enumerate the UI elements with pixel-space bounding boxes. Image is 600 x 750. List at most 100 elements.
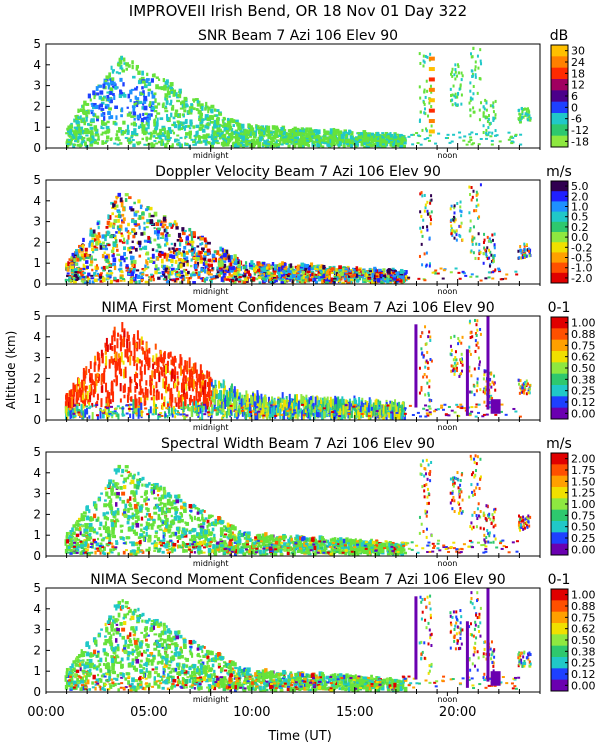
- echo-cell: [518, 256, 521, 260]
- echo-cell: [322, 411, 325, 417]
- echo-cell: [173, 355, 176, 361]
- echo-cell: [494, 113, 497, 117]
- echo-cell: [221, 137, 225, 140]
- echo-cell: [460, 221, 463, 225]
- echo-cell: [199, 390, 202, 398]
- echo-cell: [179, 93, 182, 99]
- echo-cell: [207, 263, 210, 267]
- echo-cell: [70, 262, 74, 265]
- echo-cell: [97, 373, 100, 382]
- echo-cell: [210, 396, 213, 407]
- echo-cell: [180, 357, 183, 366]
- echo-cell: [170, 88, 174, 92]
- echo-cell: [402, 270, 406, 273]
- echo-cell: [470, 185, 473, 189]
- echo-cell: [256, 265, 259, 270]
- echo-cell: [142, 90, 145, 94]
- echo-cell: [181, 274, 185, 277]
- echo-cell: [108, 225, 112, 228]
- echo-cell: [373, 142, 377, 146]
- echo-cell: [81, 278, 85, 281]
- echo-cell: [528, 254, 531, 258]
- echo-cell: [244, 261, 248, 265]
- echo-cell: [287, 144, 291, 148]
- echo-cell: [362, 402, 365, 408]
- echo-cell: [147, 235, 151, 240]
- echo-cell: [283, 262, 287, 267]
- echo-cell: [177, 250, 181, 255]
- panel-nima_first: NIMA First Moment Confidences Beam 7 Azi…: [33, 300, 596, 432]
- echo-cell: [471, 242, 474, 246]
- echo-cell: [352, 273, 356, 277]
- echo-cell: [468, 101, 471, 105]
- echo-cell: [296, 133, 299, 136]
- echo-cell: [197, 134, 201, 137]
- echo-cell: [176, 274, 180, 277]
- echo-cell: [131, 263, 135, 268]
- echo-cell: [112, 246, 115, 251]
- echo-cell: [226, 143, 230, 147]
- echo-cell: [149, 219, 154, 224]
- echo-cell: [335, 128, 340, 134]
- echo-cell: [135, 141, 139, 144]
- echo-cell: [128, 140, 133, 143]
- echo-cell: [222, 125, 226, 128]
- echo-cell: [206, 271, 211, 275]
- echo-cell: [129, 89, 133, 95]
- echo-cell: [218, 404, 221, 409]
- echo-cell: [139, 409, 142, 415]
- echo-cell: [141, 216, 145, 220]
- echo-cell: [411, 133, 415, 136]
- echo-cell: [228, 272, 231, 276]
- echo-cell: [187, 277, 191, 280]
- echo-cell: [122, 57, 126, 62]
- echo-cell: [491, 277, 495, 280]
- echo-cell: [457, 65, 460, 69]
- echo-cell: [146, 266, 150, 269]
- echo-cell: [153, 139, 157, 142]
- echo-cell: [139, 247, 143, 251]
- echo-cell: [494, 268, 497, 272]
- echo-cell: [82, 120, 87, 124]
- echo-cell: [222, 272, 227, 276]
- echo-cell: [231, 279, 235, 282]
- echo-cell: [80, 404, 83, 414]
- echo-cell: [520, 107, 523, 111]
- echo-cell: [378, 271, 382, 274]
- echo-cell: [70, 129, 74, 133]
- echo-field: [65, 46, 532, 148]
- echo-cell: [127, 93, 131, 99]
- echo-cell: [72, 382, 75, 392]
- echo-cell: [108, 107, 112, 111]
- echo-cell: [179, 239, 184, 242]
- echo-cell: [490, 139, 494, 142]
- echo-cell: [127, 137, 131, 140]
- echo-cell: [151, 106, 156, 111]
- echo-cell: [176, 99, 181, 103]
- echo-cell: [423, 107, 426, 111]
- echo-cell: [355, 271, 359, 274]
- echo-cell: [471, 97, 474, 101]
- echo-cell: [266, 125, 271, 131]
- echo-cell: [477, 232, 480, 236]
- echo-cell: [216, 271, 220, 274]
- echo-cell: [213, 108, 217, 112]
- echo-cell: [109, 222, 113, 226]
- echo-cell: [176, 253, 179, 259]
- echo-cell: [180, 121, 184, 127]
- echo-cell: [477, 66, 480, 70]
- echo-cell: [127, 64, 131, 68]
- echo-cell: [257, 268, 261, 272]
- colorbar-segment: [551, 252, 568, 264]
- echo-cell: [231, 142, 235, 148]
- echo-cell: [347, 140, 351, 143]
- echo-cell: [165, 256, 169, 262]
- echo-cell: [257, 267, 261, 270]
- echo-cell: [471, 195, 474, 199]
- echo-cell: [136, 357, 139, 362]
- echo-cell: [478, 252, 481, 256]
- echo-cell: [205, 123, 210, 126]
- echo-cell: [274, 404, 277, 415]
- echo-cell: [217, 273, 222, 278]
- echo-cell: [488, 248, 491, 252]
